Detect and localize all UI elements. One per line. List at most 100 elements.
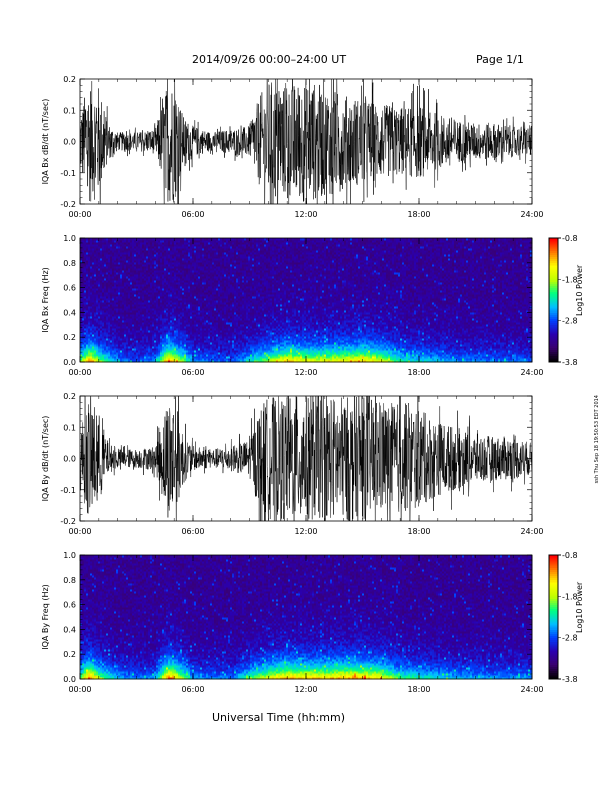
spectrogram-cell	[170, 334, 173, 337]
spectrogram-cell	[150, 312, 153, 315]
spectrogram-cell	[214, 248, 217, 251]
spectrogram-cell	[90, 262, 93, 265]
spectrogram-cell	[96, 346, 99, 349]
spectrogram-cell	[166, 244, 169, 247]
spectrogram-cell	[86, 292, 89, 295]
spectrogram-cell	[128, 300, 131, 303]
spectrogram-cell	[158, 256, 161, 259]
spectrogram-cell	[160, 280, 163, 283]
spectrogram-cell	[168, 248, 171, 251]
spectrogram-cell	[162, 332, 165, 335]
spectrogram-cell	[206, 276, 209, 279]
spectrogram-cell	[190, 334, 193, 337]
spectrogram-cell	[192, 310, 195, 313]
spectrogram-cell	[210, 302, 213, 305]
spectrogram-cell	[90, 256, 93, 259]
spectrogram-cell	[128, 246, 131, 249]
spectrogram-cell	[164, 308, 167, 311]
spectrogram-cell	[214, 312, 217, 315]
spectrogram-cell	[220, 288, 223, 291]
spectrogram-cell	[108, 258, 111, 261]
spectrogram-cell	[178, 298, 181, 301]
spectrogram-cell	[176, 350, 179, 353]
spectrogram-cell	[198, 308, 201, 311]
spectrogram-cell	[214, 300, 217, 303]
spectrogram-cell	[160, 254, 163, 257]
spectrogram-cell	[152, 346, 155, 349]
spectrogram-cell	[178, 342, 181, 345]
spectrogram-cell	[84, 320, 87, 323]
spectrogram-cell	[198, 300, 201, 303]
spectrogram-cell	[184, 268, 187, 271]
spectrogram-cell	[120, 326, 123, 329]
spectrogram-cell	[234, 294, 237, 297]
spectrogram-cell	[108, 248, 111, 251]
spectrogram-cell	[98, 346, 101, 349]
spectrogram-cell	[168, 310, 171, 313]
spectrogram-cell	[112, 272, 115, 275]
spectrogram-cell	[158, 278, 161, 281]
spectrogram-cell	[154, 294, 157, 297]
spectrogram-cell	[194, 308, 197, 311]
spectrogram-cell	[152, 306, 155, 309]
spectrogram-cell	[190, 272, 193, 275]
spectrogram-cell	[150, 342, 153, 345]
spectrogram-cell	[152, 238, 155, 241]
spectrogram-cell	[148, 272, 151, 275]
spectrogram-cell	[198, 244, 201, 247]
spectrogram-cell	[96, 336, 99, 339]
spectrogram-cell	[172, 360, 175, 363]
spectrogram-cell	[230, 268, 233, 271]
spectrogram-cell	[198, 334, 201, 337]
spectrogram-cell	[158, 306, 161, 309]
spectrogram-cell	[132, 248, 135, 251]
spectrogram-cell	[174, 314, 177, 317]
spectrogram-cell	[168, 240, 171, 243]
spectrogram-cell	[122, 250, 125, 253]
spectrogram-cell	[84, 282, 87, 285]
spectrogram-cell	[232, 276, 235, 279]
spectrogram-cell	[200, 360, 203, 363]
spectrogram-cell	[232, 318, 235, 321]
spectrogram-cell	[212, 284, 215, 287]
spectrogram-cell	[96, 314, 99, 317]
spectrogram-cell	[122, 326, 125, 329]
spectrogram-cell	[84, 304, 87, 307]
spectrogram-cell	[150, 328, 153, 331]
spectrogram-cell	[128, 278, 131, 281]
spectrogram-cell	[156, 258, 159, 261]
spectrogram-cell	[86, 274, 89, 277]
spectrogram-cell	[138, 332, 141, 335]
spectrogram-cell	[158, 304, 161, 307]
spectrogram-cell	[120, 246, 123, 249]
spectrogram-cell	[208, 338, 211, 341]
spectrogram-cell	[150, 346, 153, 349]
spectrogram-cell	[120, 300, 123, 303]
spectrogram-cell	[120, 338, 123, 341]
spectrogram-cell	[172, 276, 175, 279]
spectrogram-cell	[220, 278, 223, 281]
spectrogram-cell	[190, 326, 193, 329]
spectrogram-cell	[116, 356, 119, 359]
spectrogram-cell	[170, 320, 173, 323]
spectrogram-cell	[150, 272, 153, 275]
spectrogram-cell	[106, 274, 109, 277]
spectrogram-cell	[122, 336, 125, 339]
spectrogram-cell	[214, 252, 217, 255]
spectrogram-cell	[214, 264, 217, 267]
spectrogram-cell	[106, 246, 109, 249]
spectrogram-cell	[104, 242, 107, 245]
spectrogram-cell	[118, 260, 121, 263]
spectrogram-cell	[182, 278, 185, 281]
spectrogram-cell	[108, 296, 111, 299]
spectrogram-cell	[112, 304, 115, 307]
spectrogram-cell	[194, 256, 197, 259]
spectrogram-cell	[92, 268, 95, 271]
spectrogram-cell	[182, 238, 185, 241]
spectrogram-cell	[80, 312, 83, 315]
spectrogram-cell	[168, 276, 171, 279]
spectrogram-cell	[234, 332, 237, 335]
spectrogram-cell	[232, 268, 235, 271]
spectrogram-cell	[172, 326, 175, 329]
spectrogram-cell	[202, 304, 205, 307]
